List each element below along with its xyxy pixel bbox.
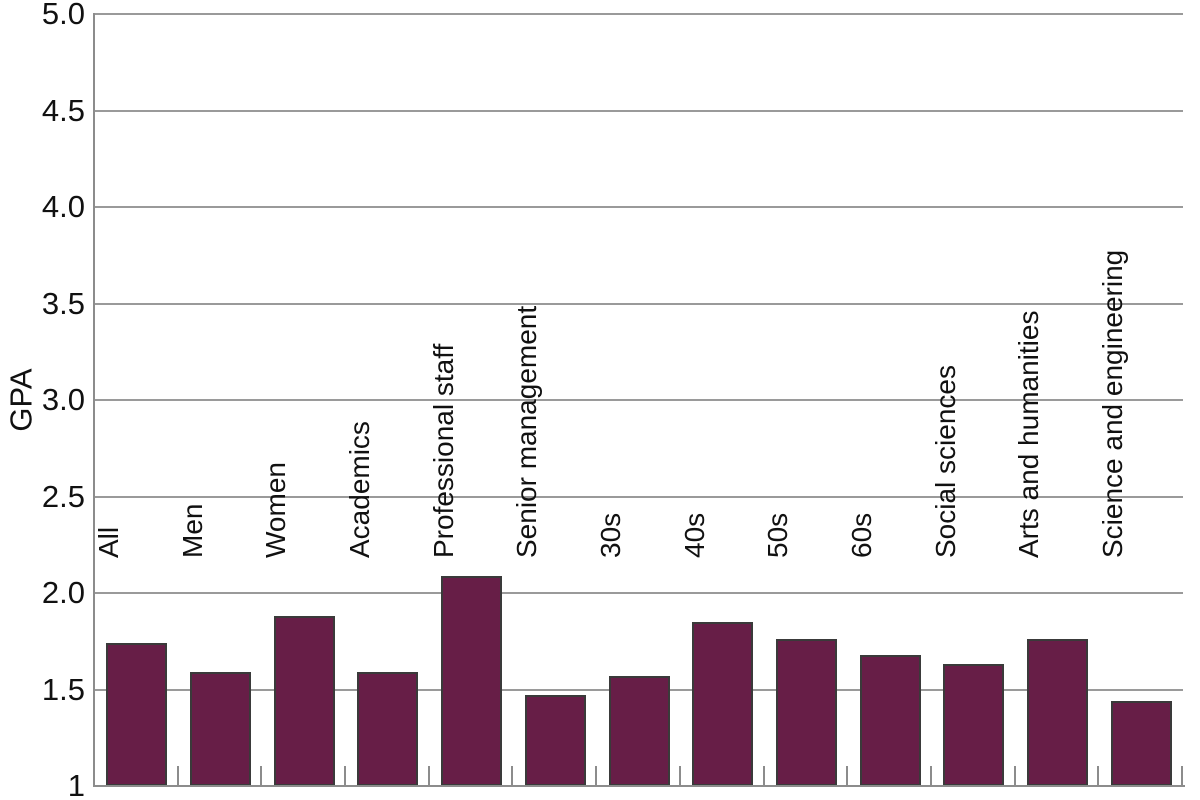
x-axis-line xyxy=(93,785,1185,787)
x-axis-tick xyxy=(427,766,430,785)
category-label: Professional staff xyxy=(427,343,459,558)
bar xyxy=(357,672,419,786)
x-axis-tick xyxy=(260,766,263,785)
x-axis-tick xyxy=(595,766,598,785)
x-axis-tick xyxy=(511,766,514,785)
bar xyxy=(943,664,1005,786)
y-tick-label: 3.5 xyxy=(41,285,85,321)
category-label: Science and engineering xyxy=(1097,249,1129,558)
y-tick-label: 3.0 xyxy=(41,382,85,417)
bar xyxy=(859,654,921,786)
bar xyxy=(692,621,754,786)
y-tick-label: 2.0 xyxy=(41,575,85,610)
category-label: Arts and humanities xyxy=(1013,310,1045,558)
bar xyxy=(441,575,503,786)
y-tick-label: 4.5 xyxy=(41,92,85,128)
category-label: Women xyxy=(260,462,292,558)
x-axis-tick xyxy=(1013,766,1016,785)
gridline xyxy=(93,592,1183,594)
bar xyxy=(273,616,335,786)
y-tick-label: 1.5 xyxy=(41,671,85,707)
gridline xyxy=(93,495,1183,498)
bar xyxy=(775,639,837,786)
y-tick-label: 4.0 xyxy=(41,189,85,224)
gridline xyxy=(93,109,1183,112)
x-axis-tick xyxy=(1097,766,1100,785)
gridline xyxy=(93,13,1183,15)
bar xyxy=(1026,639,1088,786)
y-tick-label: 5.0 xyxy=(41,0,85,31)
category-label: Social sciences xyxy=(929,365,961,558)
y-tick-label: 1 xyxy=(67,768,85,800)
bar xyxy=(608,675,670,786)
y-axis-line xyxy=(93,13,95,786)
x-axis-tick xyxy=(1181,766,1183,785)
category-label: 40s xyxy=(678,512,710,558)
category-label: 60s xyxy=(846,512,878,558)
category-label: Senior management xyxy=(511,305,543,558)
y-tick-label: 2.5 xyxy=(41,478,85,514)
category-label: All xyxy=(92,526,124,558)
x-axis-tick xyxy=(678,766,681,785)
x-axis-tick xyxy=(929,766,932,785)
category-label: Men xyxy=(176,503,208,558)
gridline xyxy=(93,399,1183,401)
gridline xyxy=(93,206,1183,208)
x-axis-tick xyxy=(846,766,849,785)
bar xyxy=(106,643,168,786)
category-label: 50s xyxy=(762,512,794,558)
bar xyxy=(1110,701,1172,786)
x-axis-tick xyxy=(762,766,765,785)
category-label: 30s xyxy=(595,512,626,558)
bar xyxy=(524,695,586,786)
category-label: Academics xyxy=(343,421,375,558)
bar xyxy=(190,672,252,786)
gridline xyxy=(93,302,1183,305)
x-axis-tick xyxy=(344,766,347,785)
x-axis-tick xyxy=(176,766,179,785)
